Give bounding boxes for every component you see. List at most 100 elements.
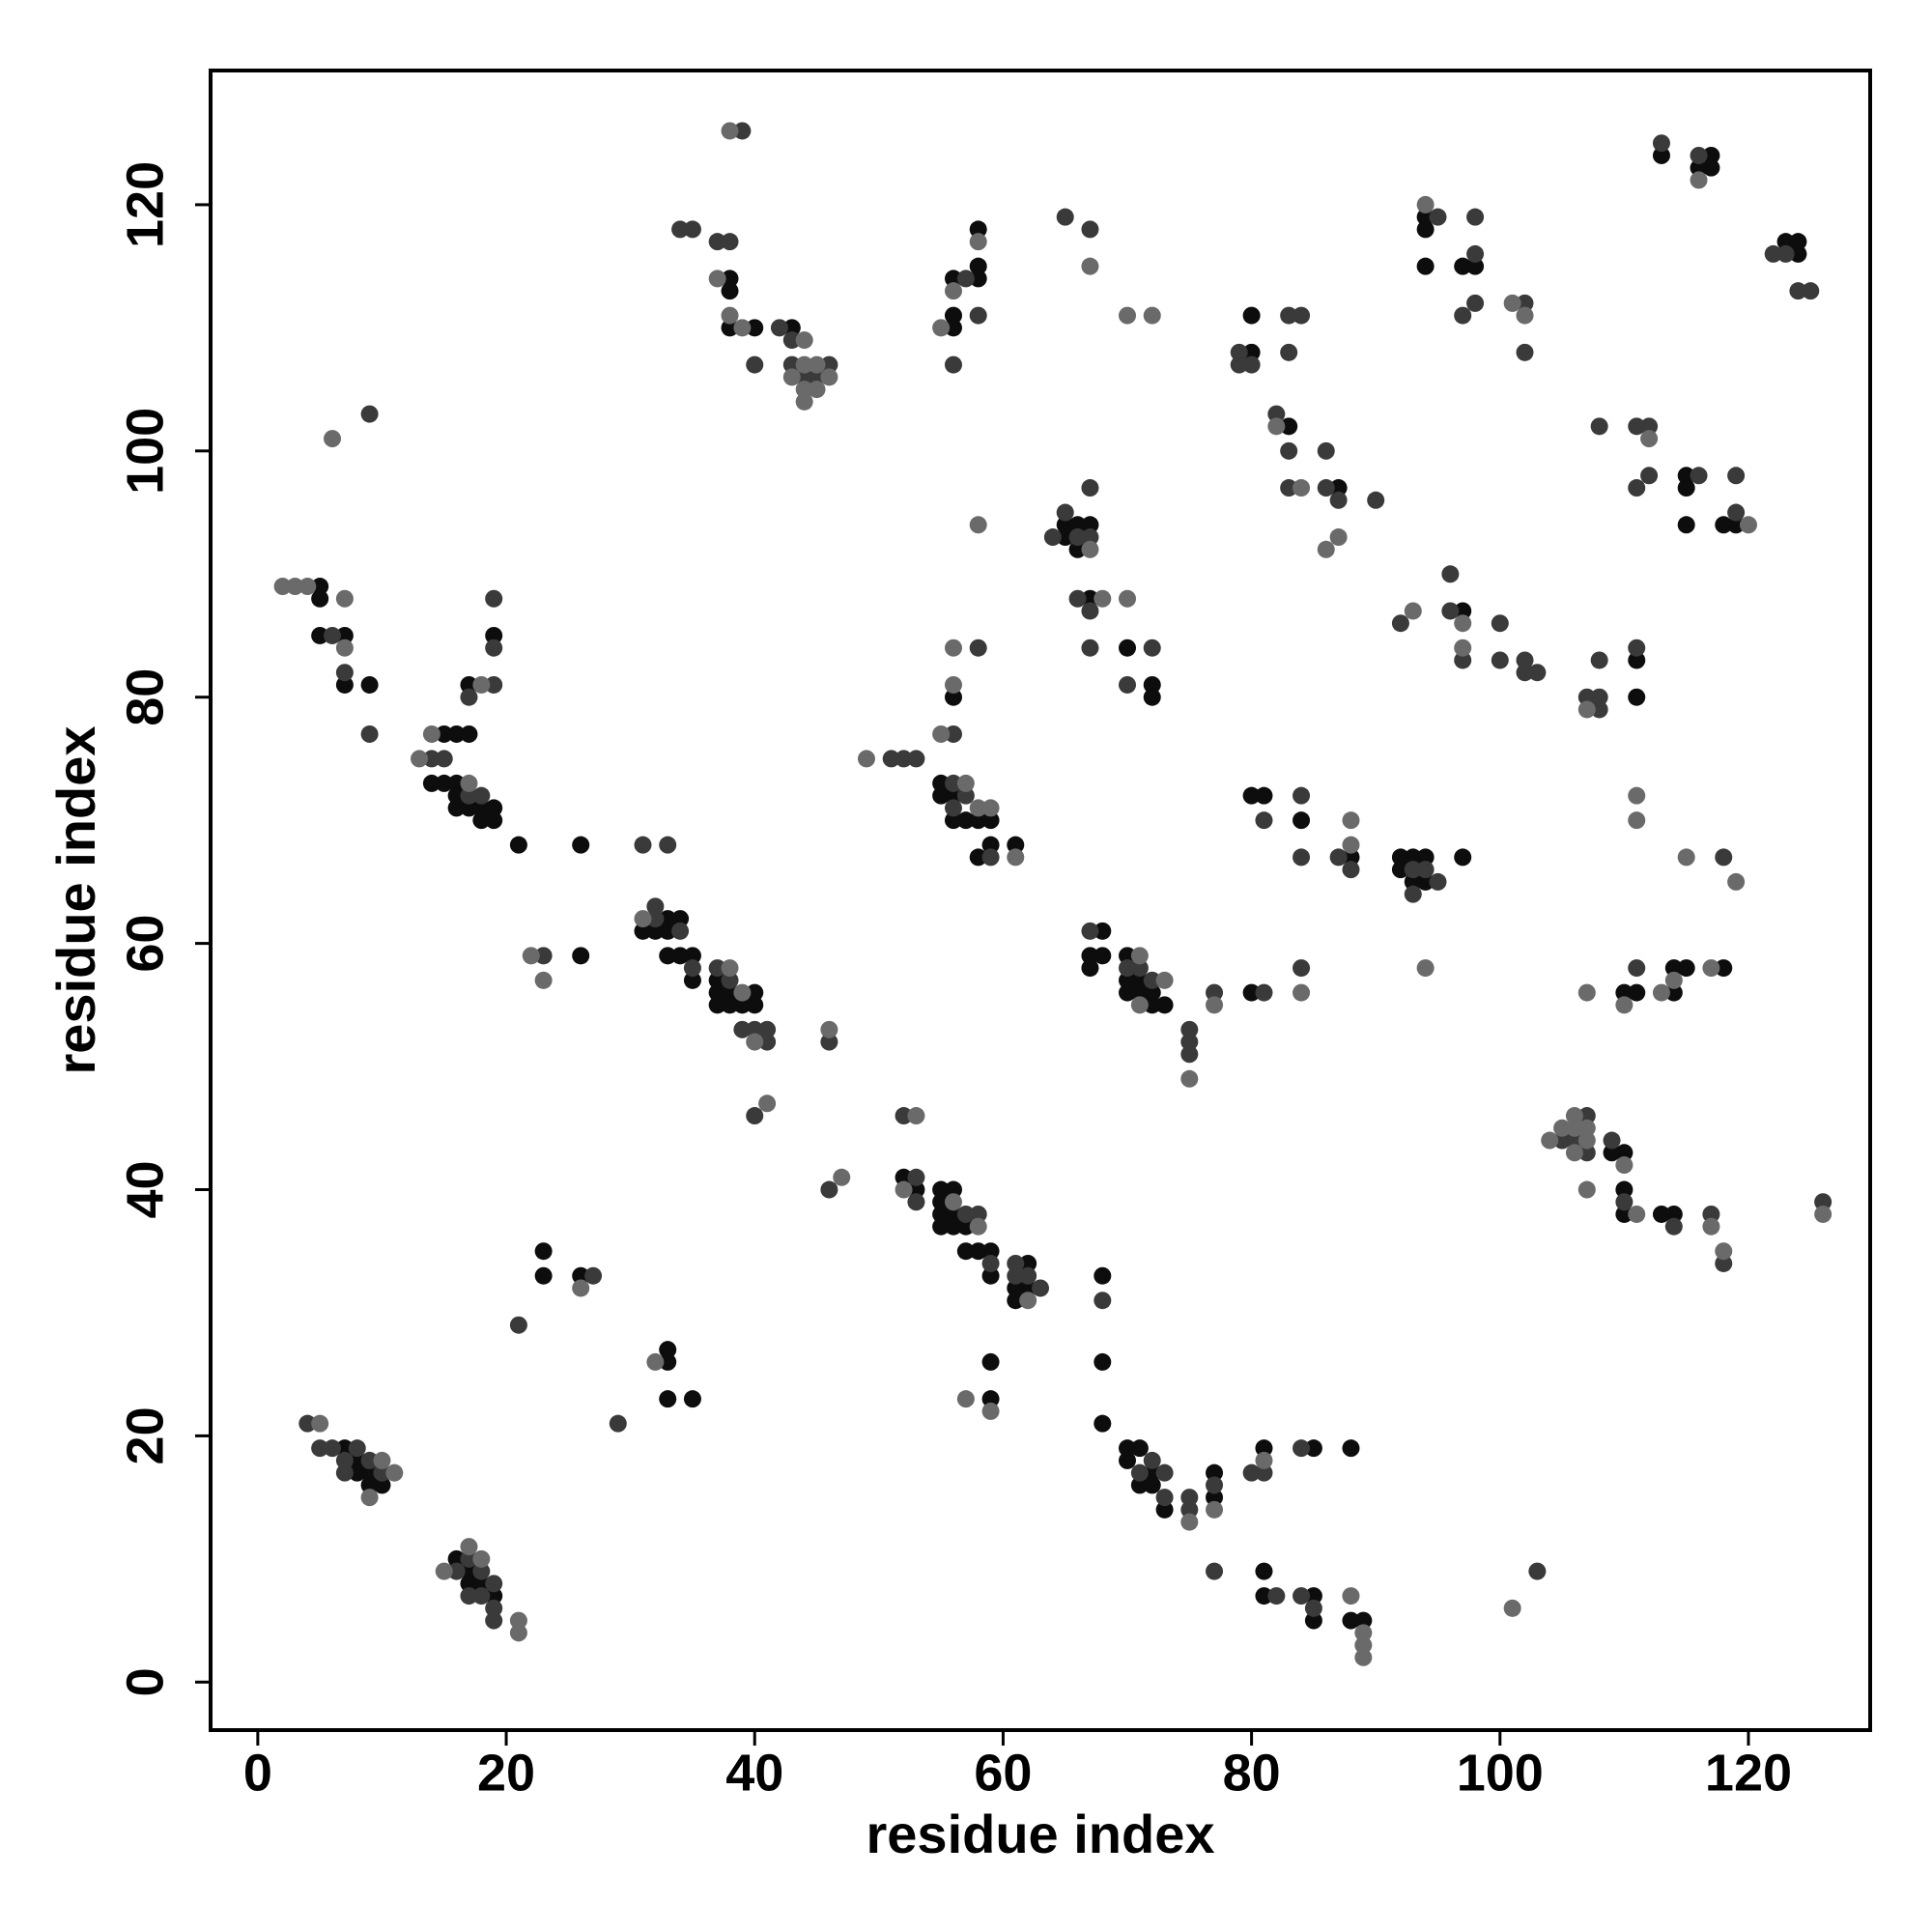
contact-point xyxy=(782,331,801,350)
contact-point xyxy=(1206,983,1224,1002)
contact-point xyxy=(509,1316,527,1334)
contact-point xyxy=(659,1352,677,1371)
contact-point xyxy=(1342,1439,1360,1458)
contact-point xyxy=(1119,959,1137,978)
contact-point xyxy=(981,1352,1000,1371)
contact-point xyxy=(932,319,951,337)
contact-point xyxy=(1180,1020,1199,1038)
contact-point xyxy=(472,1562,491,1580)
contact-point xyxy=(932,1205,951,1223)
contact-point xyxy=(1255,983,1273,1002)
contact-point xyxy=(1007,1266,1025,1285)
contact-point xyxy=(1280,417,1298,436)
contact-point xyxy=(1603,1131,1621,1150)
contact-point xyxy=(485,589,503,608)
contact-point xyxy=(808,381,826,399)
contact-point xyxy=(1081,639,1099,657)
contact-point xyxy=(659,1390,677,1408)
contact-point xyxy=(584,1266,603,1285)
contact-point xyxy=(460,799,478,817)
contact-point xyxy=(969,516,987,534)
contact-point xyxy=(1317,441,1335,460)
contact-point xyxy=(770,319,788,337)
contact-point xyxy=(907,1193,925,1211)
contact-point xyxy=(1242,355,1261,374)
contact-point xyxy=(1565,1107,1583,1125)
contact-point xyxy=(485,799,503,817)
contact-point xyxy=(360,405,379,423)
contact-point xyxy=(460,675,478,694)
contact-point xyxy=(1727,516,1746,534)
contact-point xyxy=(1416,195,1435,213)
contact-point xyxy=(820,1180,838,1199)
contact-point xyxy=(1206,996,1224,1014)
contact-point xyxy=(1503,1599,1521,1617)
contact-point xyxy=(1727,503,1746,522)
contact-point xyxy=(1640,417,1659,436)
contact-point xyxy=(1304,1587,1322,1605)
contact-point xyxy=(895,750,913,768)
contact-point xyxy=(1715,848,1733,867)
contact-point xyxy=(932,774,951,792)
contact-point xyxy=(1032,1279,1049,1297)
contact-point xyxy=(1180,1033,1199,1051)
contact-point xyxy=(1094,1266,1112,1285)
contact-point xyxy=(795,392,813,411)
contact-point xyxy=(385,1463,404,1482)
contact-point xyxy=(1466,257,1485,275)
contact-point xyxy=(1143,306,1161,325)
contact-point xyxy=(609,1414,627,1433)
contact-point xyxy=(895,1168,913,1186)
contact-point xyxy=(1081,516,1099,534)
contact-point xyxy=(721,282,739,300)
contact-point xyxy=(944,306,962,325)
contact-point xyxy=(895,1107,913,1125)
contact-point xyxy=(1404,861,1422,879)
contact-point xyxy=(1293,983,1311,1002)
contact-point xyxy=(460,1538,478,1556)
contact-point xyxy=(721,319,739,337)
contact-point xyxy=(944,1205,962,1223)
contact-point xyxy=(683,971,701,989)
contact-point xyxy=(1454,651,1472,669)
contact-point xyxy=(1155,1463,1174,1482)
contact-point xyxy=(782,368,801,386)
contact-point xyxy=(1094,1292,1112,1310)
contact-point xyxy=(1664,1217,1683,1236)
contact-point xyxy=(1391,861,1409,879)
contact-point xyxy=(721,306,739,325)
contact-point xyxy=(1317,540,1335,558)
contact-point xyxy=(348,1439,366,1458)
contact-point xyxy=(1577,1107,1596,1125)
contact-point xyxy=(1466,244,1485,263)
contact-point xyxy=(721,270,739,288)
contact-point xyxy=(646,910,665,928)
contact-point xyxy=(1664,983,1683,1002)
contact-point xyxy=(1416,220,1435,239)
contact-point xyxy=(932,724,951,743)
contact-point xyxy=(311,1414,329,1433)
contact-point xyxy=(1727,467,1746,485)
contact-point xyxy=(1603,1144,1621,1162)
contact-point xyxy=(907,1107,925,1125)
contact-point xyxy=(360,1489,379,1507)
contact-point xyxy=(1577,1144,1596,1162)
contact-point xyxy=(808,368,826,386)
contact-point xyxy=(472,811,491,830)
contact-point xyxy=(1516,343,1534,361)
contact-point xyxy=(1354,1636,1373,1655)
contact-point xyxy=(746,1107,764,1125)
contact-point xyxy=(1416,257,1435,275)
contact-point xyxy=(944,724,962,743)
contact-point xyxy=(1690,171,1708,189)
contact-point xyxy=(460,1587,478,1605)
contact-point xyxy=(1068,516,1087,534)
contact-point xyxy=(472,799,491,817)
contact-point xyxy=(1242,306,1261,325)
contact-point xyxy=(1143,1476,1161,1494)
contact-point xyxy=(721,996,739,1014)
contact-point xyxy=(1491,614,1509,633)
contact-point xyxy=(485,1599,503,1617)
contact-point xyxy=(708,233,726,251)
